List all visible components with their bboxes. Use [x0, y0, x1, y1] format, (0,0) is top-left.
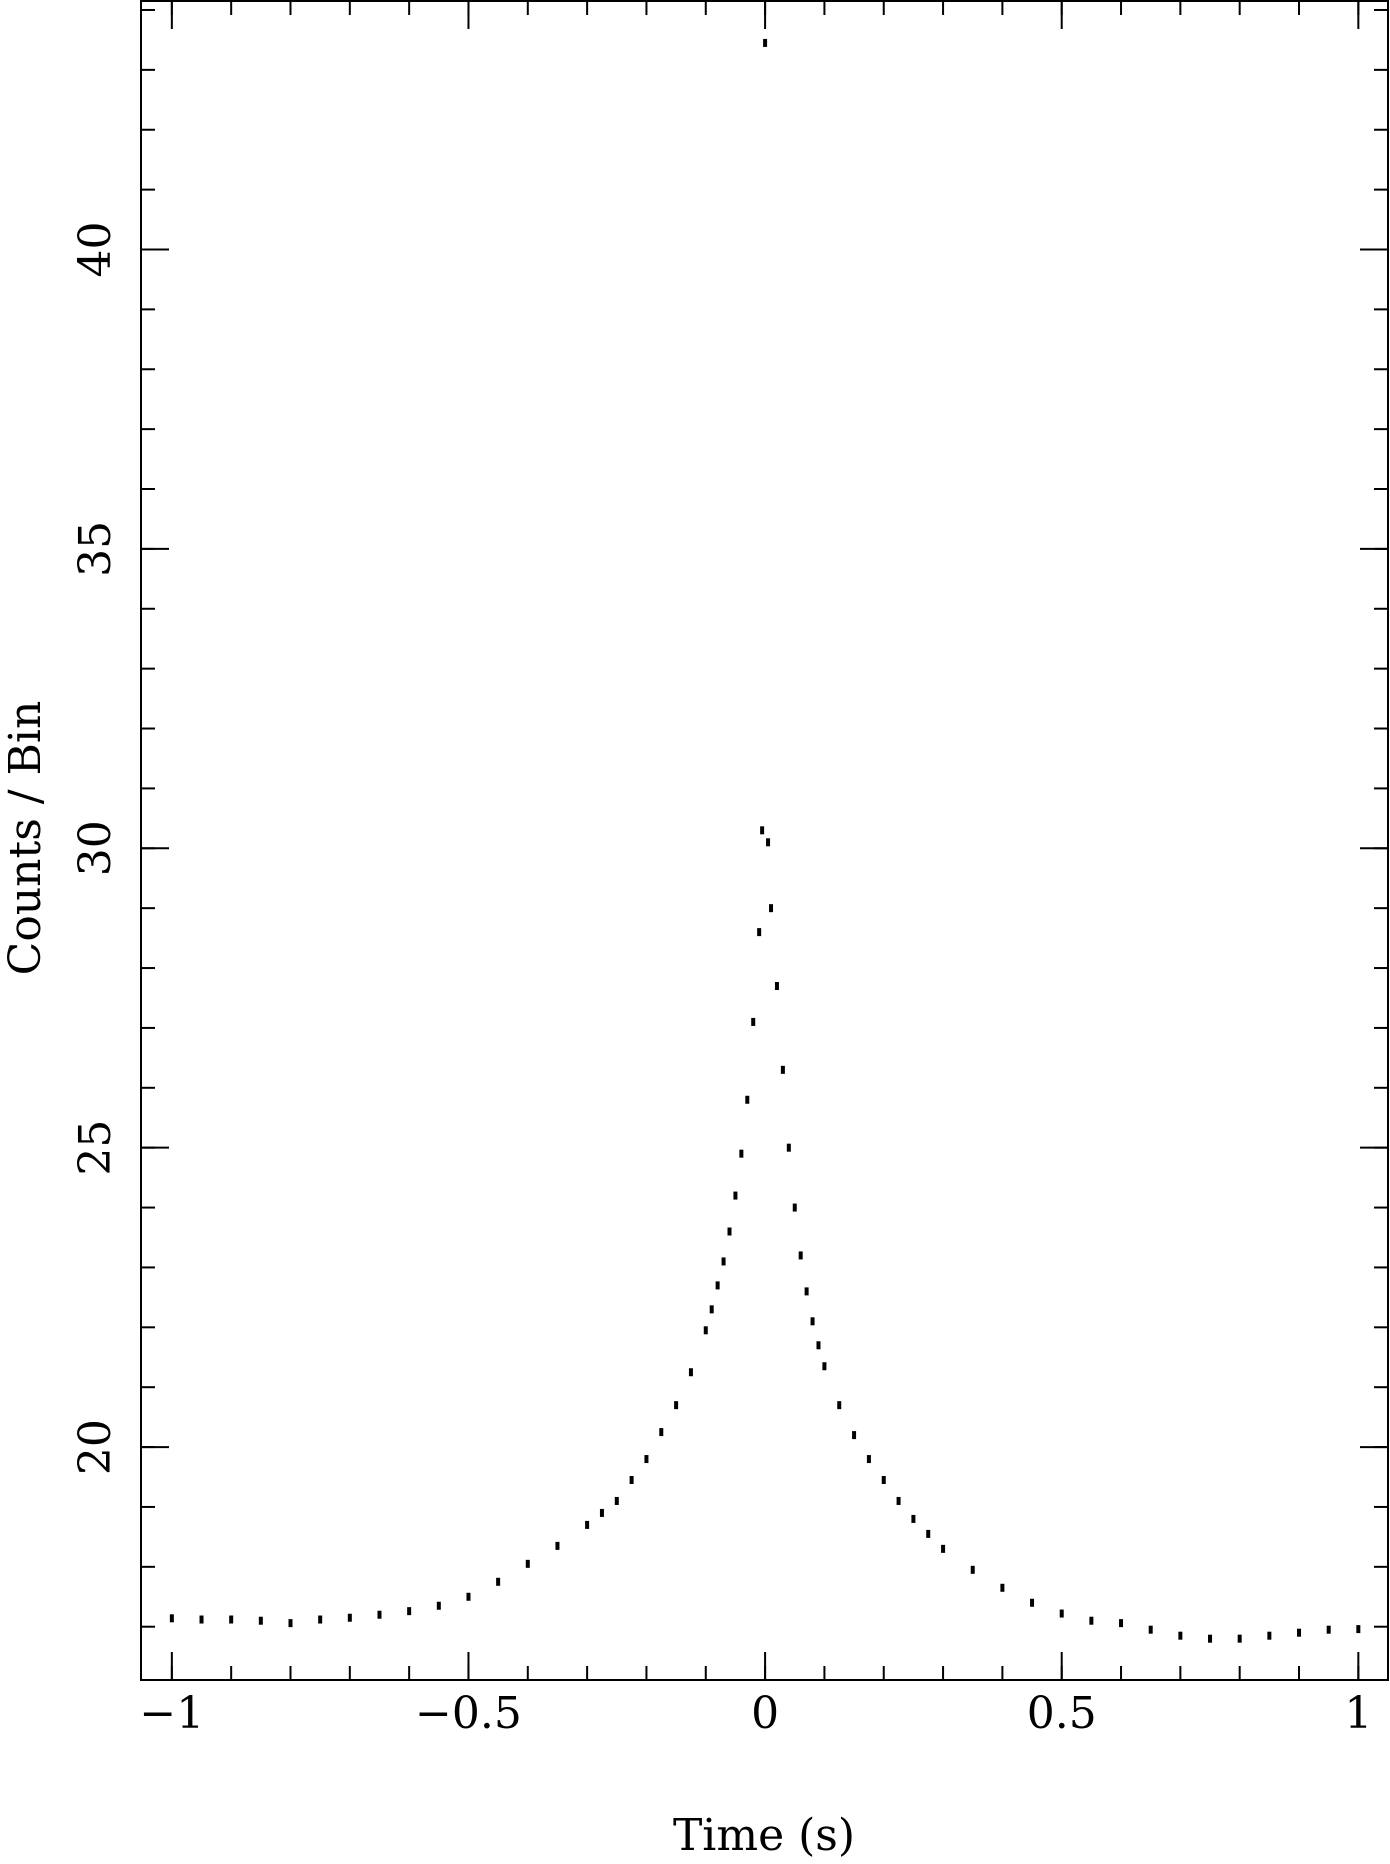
- data-point: [769, 904, 774, 913]
- data-point: [751, 1017, 756, 1026]
- data-point: [739, 1149, 744, 1158]
- data-point: [466, 1592, 471, 1601]
- data-point: [837, 1401, 842, 1410]
- data-point: [599, 1508, 604, 1517]
- data-point: [852, 1431, 857, 1440]
- data-point: [715, 1281, 720, 1290]
- data-point: [496, 1577, 501, 1586]
- data-point: [377, 1610, 382, 1619]
- data-point: [659, 1428, 664, 1437]
- y-tick-label: 35: [70, 521, 121, 577]
- data-point: [703, 1326, 708, 1335]
- data-point: [1208, 1634, 1213, 1643]
- data-point: [774, 982, 779, 991]
- data-point: [1297, 1628, 1302, 1637]
- data-point: [816, 1341, 821, 1350]
- plot-frame: [140, 0, 1389, 1681]
- data-point: [1267, 1631, 1272, 1640]
- x-axis-title: Time (s): [673, 1810, 855, 1861]
- data-point: [1237, 1634, 1242, 1643]
- data-point: [1356, 1625, 1361, 1634]
- x-tick-label: 0.5: [1027, 1688, 1097, 1739]
- data-point: [745, 1095, 750, 1104]
- data-point: [881, 1476, 886, 1485]
- x-tick-label: −1: [139, 1688, 204, 1739]
- data-point: [1326, 1625, 1331, 1634]
- data-point: [804, 1287, 809, 1296]
- data-point: [1059, 1609, 1064, 1618]
- data-point: [760, 826, 765, 835]
- data-point: [258, 1616, 263, 1625]
- data-point: [896, 1496, 901, 1505]
- data-point: [780, 1065, 785, 1074]
- data-point: [629, 1476, 634, 1485]
- data-point: [407, 1607, 412, 1616]
- data-point: [688, 1368, 693, 1377]
- data-point: [288, 1619, 293, 1628]
- x-tick-label: −0.5: [415, 1688, 522, 1739]
- data-point: [792, 1203, 797, 1212]
- data-point: [1030, 1598, 1035, 1607]
- data-point: [911, 1514, 916, 1523]
- data-point: [1178, 1631, 1183, 1640]
- y-tick-label: 20: [70, 1419, 121, 1475]
- x-tick-label: 1: [1344, 1688, 1372, 1739]
- data-point: [721, 1257, 726, 1266]
- y-tick-label: 40: [70, 221, 121, 277]
- data-point: [318, 1615, 323, 1624]
- x-tick-label: 0: [751, 1688, 779, 1739]
- data-point: [810, 1317, 815, 1326]
- data-point: [733, 1191, 738, 1200]
- y-tick-label: 25: [70, 1120, 121, 1176]
- data-point: [727, 1227, 732, 1236]
- data-point: [644, 1455, 649, 1464]
- data-point: [169, 1614, 174, 1623]
- data-point: [866, 1455, 871, 1464]
- data-point: [199, 1615, 204, 1624]
- data-point: [614, 1496, 619, 1505]
- data-point: [585, 1520, 590, 1529]
- data-point: [229, 1615, 234, 1624]
- data-point: [1089, 1616, 1094, 1625]
- data-point: [786, 1143, 791, 1152]
- data-point: [1119, 1619, 1124, 1628]
- data-point: [1148, 1625, 1153, 1634]
- data-point: [674, 1401, 679, 1410]
- data-point: [436, 1601, 441, 1610]
- y-tick-label: 30: [70, 820, 121, 876]
- data-point: [347, 1613, 352, 1622]
- data-point: [941, 1544, 946, 1553]
- data-point: [525, 1559, 530, 1568]
- data-point: [766, 838, 771, 847]
- y-axis-title: Counts / Bin: [0, 701, 51, 976]
- data-point: [757, 928, 762, 937]
- data-point: [709, 1305, 714, 1314]
- data-point: [970, 1565, 975, 1574]
- data-point: [763, 38, 768, 47]
- data-point: [822, 1362, 827, 1371]
- data-point: [798, 1251, 803, 1260]
- data-point: [555, 1541, 560, 1550]
- data-point: [1000, 1583, 1005, 1592]
- data-point: [926, 1529, 931, 1538]
